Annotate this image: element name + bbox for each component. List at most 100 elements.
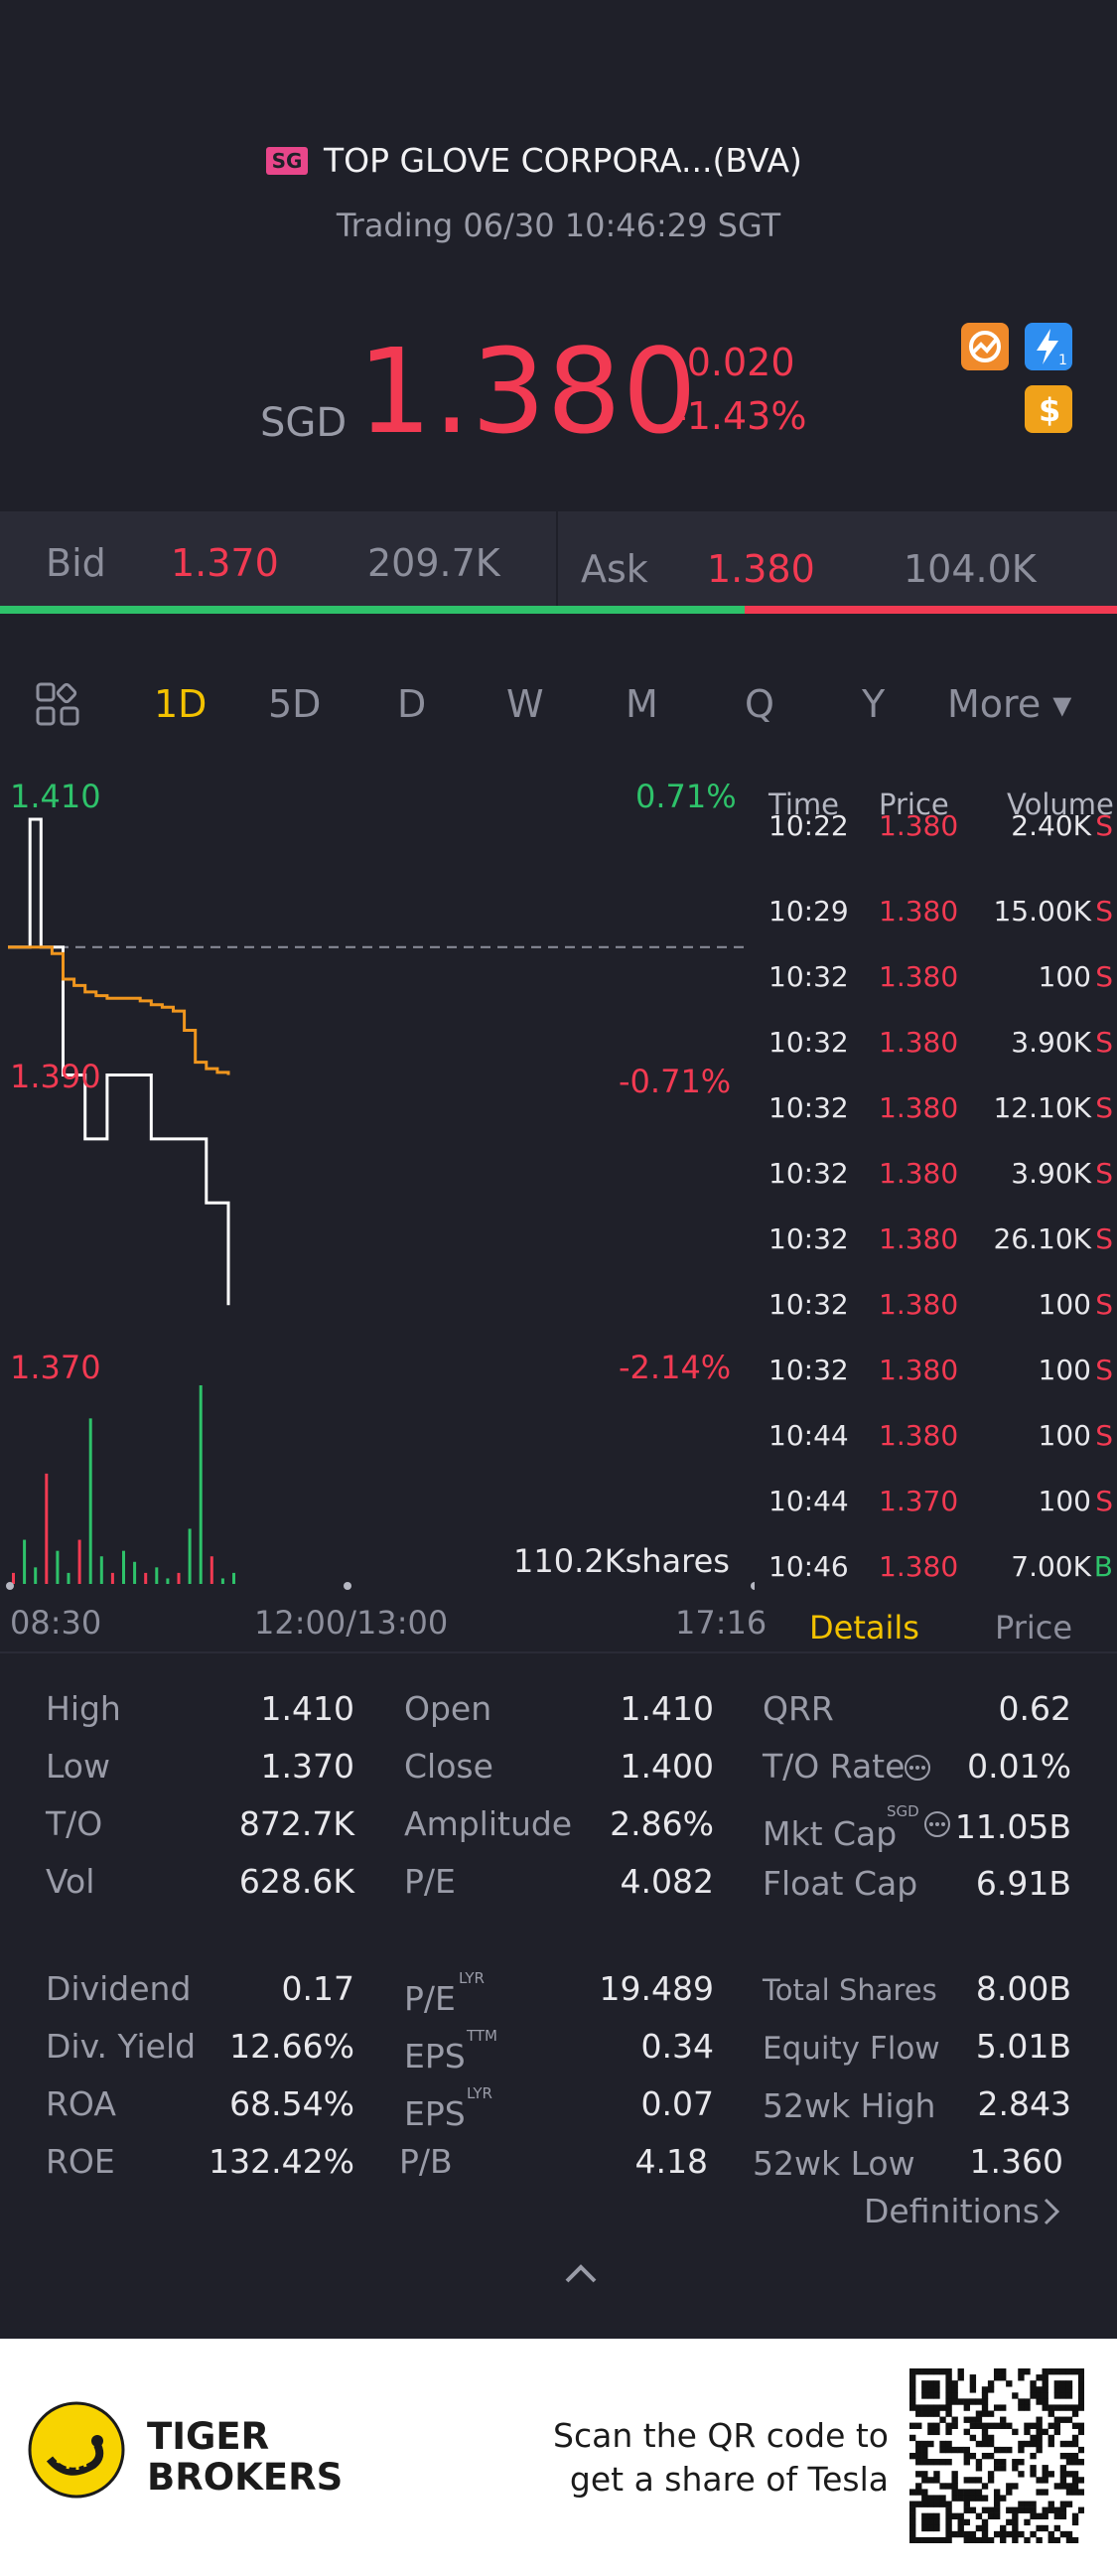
trade-price: 1.380 — [879, 1091, 959, 1124]
stock-title[interactable]: TOP GLOVE CORPORA...(BVA) — [324, 141, 802, 180]
price-change: -0.020 — [673, 341, 795, 384]
tab-m[interactable]: M — [626, 682, 658, 726]
open-value: 1.410 — [620, 1689, 714, 1728]
to-rate-value: 0.01% — [967, 1747, 1071, 1786]
close-label: Close — [404, 1747, 493, 1786]
volume-bar — [199, 1385, 203, 1584]
pb-value: 4.18 — [634, 2142, 708, 2181]
trade-time: 10:44 — [768, 1419, 849, 1452]
div-yield-label: Div. Yield — [46, 2027, 197, 2066]
pct-label-mid: -0.71% — [619, 1063, 732, 1100]
volume-total-label: 110.2Kshares — [513, 1542, 730, 1580]
time-axis-dot — [6, 1582, 14, 1590]
col-volume: Volume — [1007, 787, 1114, 821]
chevron-right-icon[interactable] — [1041, 2196, 1062, 2227]
to-label: T/O — [46, 1804, 103, 1843]
trade-side: S — [1095, 960, 1113, 993]
dollar-icon[interactable]: $ — [1025, 385, 1072, 433]
volume-bar — [122, 1550, 125, 1584]
tab-d[interactable]: D — [397, 682, 427, 726]
trade-row: 10:32 1.380 100 S — [755, 1354, 1117, 1419]
trading-status: Trading 06/30 10:46:29 SGT — [336, 207, 781, 244]
trade-time: 10:32 — [768, 960, 849, 993]
mkt-cap-info-icon[interactable] — [923, 1810, 951, 1838]
bid-size: 209.7K — [367, 541, 500, 585]
tab-more[interactable]: More ▾ — [947, 682, 1072, 726]
definitions-link[interactable]: Definitions — [864, 2192, 1040, 2230]
trade-volume: 3.90K — [1011, 1157, 1091, 1190]
tab-1d[interactable]: 1D — [154, 682, 208, 726]
mkt-cap-value: 11.05B — [954, 1807, 1071, 1846]
amplitude-value: 2.86% — [610, 1804, 714, 1843]
volume-bar — [232, 1572, 235, 1584]
eps-lyr-sup: LYR — [467, 2084, 492, 2102]
pct-label-top: 0.71% — [635, 778, 737, 815]
bid-label: Bid — [46, 541, 106, 585]
52wk-high-value: 2.843 — [977, 2084, 1071, 2123]
time-axis-dot — [344, 1582, 351, 1590]
trade-price: 1.380 — [879, 1026, 959, 1059]
mkt-cap-label: Mkt Cap — [763, 1814, 898, 1853]
trade-side: S — [1095, 1157, 1113, 1190]
eps-ttm-label: EPS — [404, 2037, 466, 2075]
quote-details: High 1.410 Low 1.370 T/O 872.7K Vol 628.… — [0, 1651, 1117, 2337]
trade-price: 1.370 — [879, 1485, 959, 1517]
col-time: Time — [768, 787, 839, 821]
tab-5d[interactable]: 5D — [268, 682, 322, 726]
trade-volume: 100 — [1038, 960, 1091, 993]
tab-price[interactable]: Price — [995, 1609, 1073, 1646]
trade-volume: 26.10K — [993, 1222, 1091, 1255]
tab-y[interactable]: Y — [862, 682, 886, 726]
eps-ttm-value: 0.34 — [640, 2027, 714, 2066]
roe-value: 132.42% — [209, 2142, 354, 2181]
trade-side: S — [1095, 1354, 1113, 1386]
volume-bar — [34, 1567, 38, 1584]
last-price: 1.380 — [357, 323, 698, 460]
to-rate-info-icon[interactable] — [904, 1754, 931, 1782]
bid-ask-divider — [556, 511, 558, 611]
chart-compare-icon[interactable] — [961, 323, 1009, 370]
ask-size: 104.0K — [904, 547, 1037, 591]
tab-w[interactable]: W — [506, 682, 544, 726]
trade-row: 10:32 1.380 12.10K S — [755, 1091, 1117, 1157]
volume-bar — [99, 1556, 103, 1584]
roa-value: 68.54% — [229, 2084, 354, 2123]
chart-layout-icon[interactable] — [36, 682, 81, 728]
total-shares-value: 8.00B — [975, 1969, 1071, 2008]
intraday-chart[interactable]: 1.410 0.71% 1.390 -0.71% 1.370 -2.14% 11… — [0, 770, 767, 1644]
volume-bar — [67, 1572, 70, 1584]
qr-caption-2: get a share of Tesla — [569, 2460, 889, 2499]
bid-ask-bar: Bid 1.370 209.7K Ask 1.380 104.0K — [0, 511, 1117, 611]
high-value: 1.410 — [260, 1689, 354, 1728]
trade-volume: 7.00K — [1011, 1550, 1091, 1583]
float-cap-label: Float Cap — [763, 1864, 918, 1903]
trade-volume: 3.90K — [1011, 1026, 1091, 1059]
roa-label: ROA — [46, 2084, 116, 2123]
ask-price: 1.380 — [707, 547, 815, 591]
high-label: High — [46, 1689, 121, 1728]
market-badge: SG — [266, 147, 308, 175]
volume-bar — [209, 1556, 213, 1584]
tab-q[interactable]: Q — [745, 682, 774, 726]
qr-code-icon[interactable] — [909, 2368, 1085, 2544]
currency-label: SGD — [260, 400, 348, 446]
trade-ticker[interactable]: Time Price Volume 10:22 1.380 2.40K S 10:29 1… — [755, 770, 1117, 1614]
tab-details[interactable]: Details — [809, 1609, 919, 1646]
trade-side: S — [1095, 1485, 1113, 1517]
trade-side: S — [1095, 1419, 1113, 1452]
trade-row: 10:32 1.380 3.90K S — [755, 1026, 1117, 1091]
lightning-icon[interactable]: 1 — [1025, 323, 1072, 370]
trade-row: 10:44 1.370 100 S — [755, 1485, 1117, 1550]
trade-row: 10:32 1.380 100 S — [755, 960, 1117, 1026]
trade-price: 1.380 — [879, 1288, 959, 1321]
chevron-up-icon[interactable] — [561, 2259, 601, 2289]
52wk-low-label: 52wk Low — [753, 2144, 915, 2183]
trade-time: 10:29 — [768, 895, 849, 928]
volume-bar — [155, 1567, 159, 1584]
trade-row: 10:46 1.380 7.00K B — [755, 1550, 1117, 1614]
trade-side: S — [1095, 895, 1113, 928]
close-value: 1.400 — [620, 1747, 714, 1786]
trade-side: S — [1095, 1288, 1113, 1321]
trade-row: 10:32 1.380 26.10K S — [755, 1222, 1117, 1288]
volume-bar — [166, 1578, 170, 1584]
